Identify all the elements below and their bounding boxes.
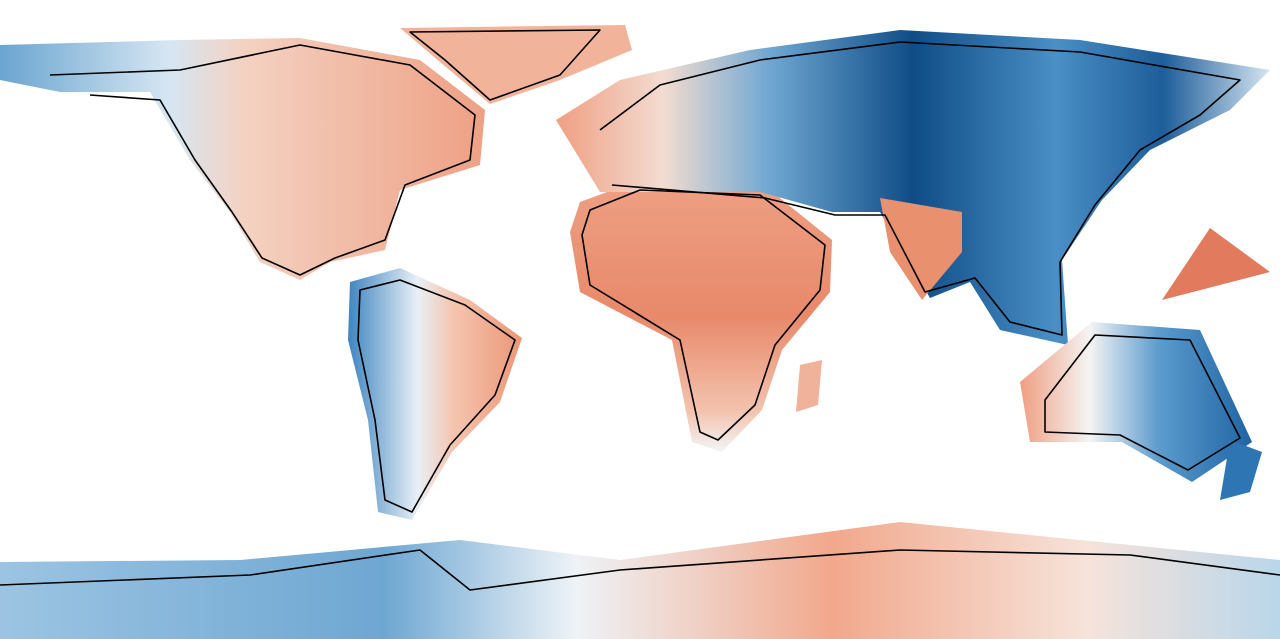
coastline: [357, 279, 516, 513]
india: [880, 198, 962, 300]
coastline: [1044, 334, 1241, 471]
eurasia: [556, 30, 1270, 345]
coastline: [0, 549, 1280, 591]
north-america: [0, 38, 485, 280]
coastline: [599, 41, 1241, 336]
coastline: [581, 189, 826, 441]
new-zealand: [1220, 440, 1262, 500]
africa: [570, 180, 832, 452]
antarctica: [0, 522, 1280, 639]
coastline: [409, 29, 601, 101]
coastline: [49, 44, 476, 276]
south-america: [348, 268, 522, 520]
coastlines: [0, 29, 1280, 591]
australia: [1020, 322, 1252, 482]
pacific-patch: [1162, 228, 1270, 300]
land-fill: [0, 25, 1280, 639]
greenland: [400, 25, 632, 104]
madagascar: [796, 360, 822, 412]
